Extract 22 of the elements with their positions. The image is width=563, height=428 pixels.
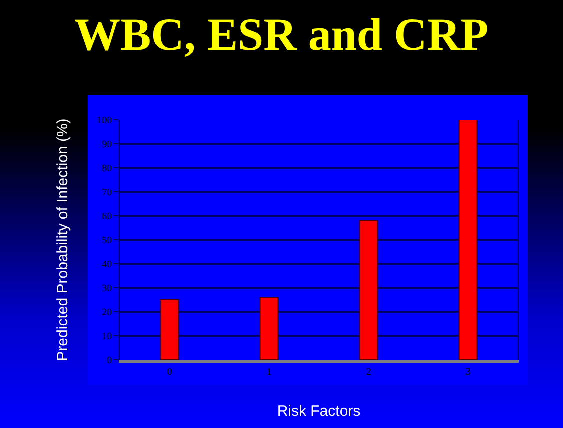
y-tick-label: 80 — [102, 164, 112, 174]
y-axis-title: Predicted Probability of Infection (%) — [54, 118, 72, 362]
x-tick-label: 1 — [266, 367, 272, 378]
x-axis-title: Risk Factors — [277, 403, 361, 420]
x-tick-label: 0 — [167, 367, 172, 378]
y-tick-label: 30 — [102, 284, 112, 294]
y-tick-label: 0 — [107, 356, 112, 366]
bar — [260, 297, 279, 360]
x-tick-label: 2 — [366, 367, 372, 378]
y-tick-label: 50 — [102, 236, 112, 246]
y-tick-label: 40 — [102, 260, 112, 270]
y-tick-label: 100 — [97, 116, 112, 126]
y-tick-label: 20 — [102, 308, 112, 318]
y-tick-label: 10 — [102, 332, 112, 342]
bar — [458, 120, 478, 360]
bar — [359, 220, 378, 360]
y-tick-label: 90 — [102, 140, 112, 150]
x-tick-label: 3 — [466, 367, 471, 378]
y-tick-label: 60 — [102, 212, 112, 222]
chart-title: WBC, ESR and CRP — [73, 8, 490, 61]
bar — [160, 300, 180, 360]
y-tick-label: 70 — [102, 188, 112, 198]
